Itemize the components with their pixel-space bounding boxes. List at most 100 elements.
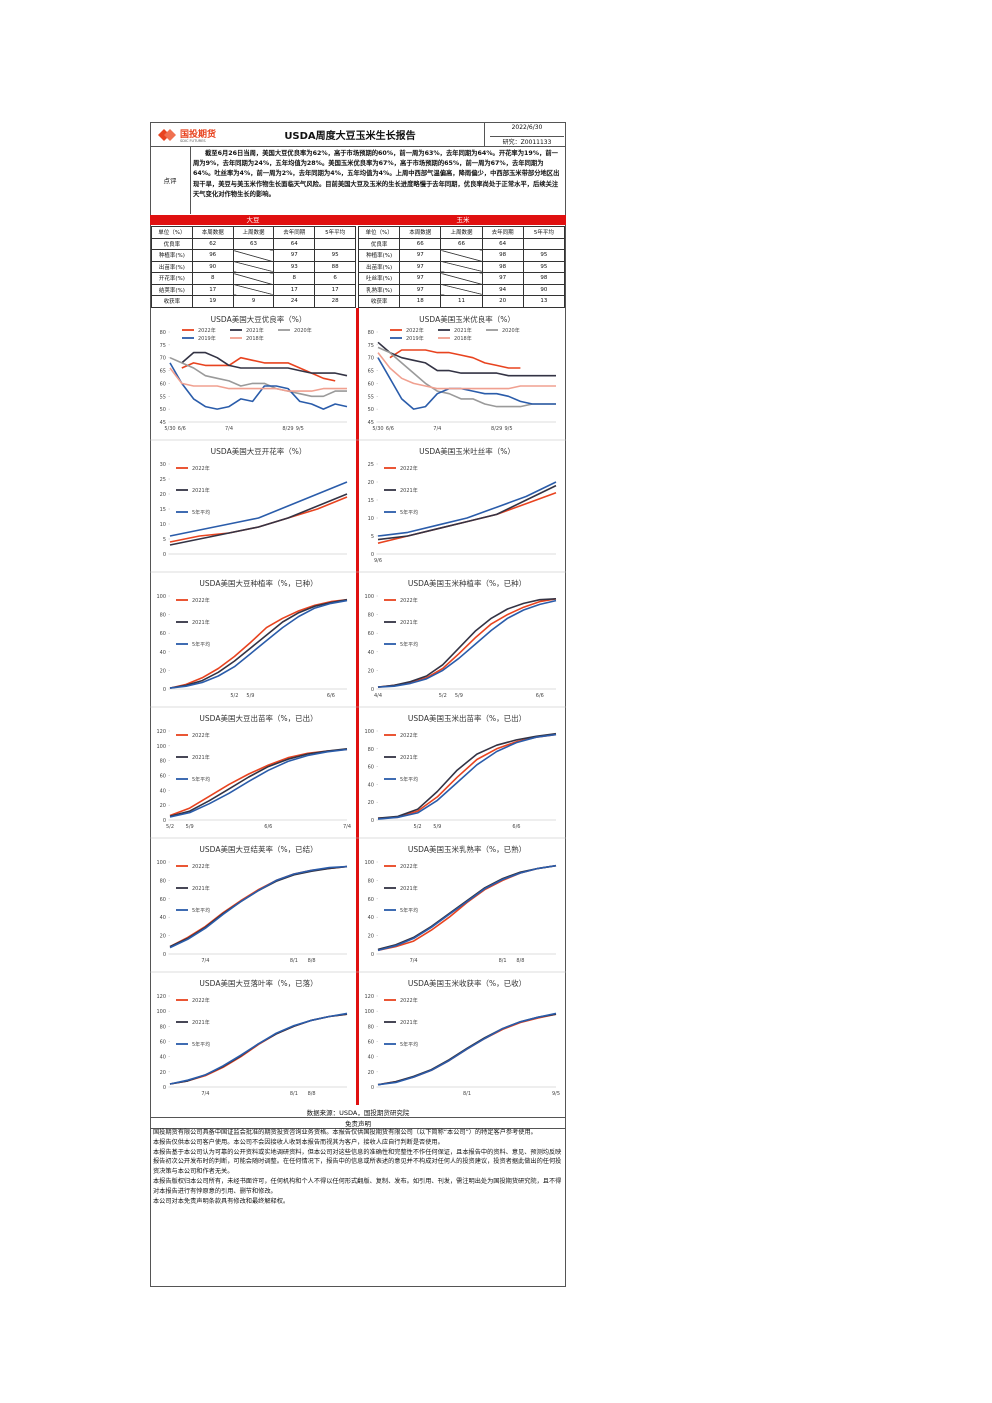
report-title: USDA周度大豆玉米生长报告: [284, 131, 416, 142]
x-tick-label: 8/1: [290, 1091, 298, 1097]
series-line: [169, 356, 347, 398]
row-label: 优良率: [357, 237, 401, 250]
legend-label: 2019年: [198, 335, 216, 342]
series-line: [169, 865, 348, 949]
value-cell: 13: [522, 295, 566, 308]
x-tick-label: 6/6: [536, 693, 544, 699]
y-tick-label: 10: [368, 516, 374, 522]
y-tick-label: 100: [156, 594, 166, 600]
summary-text: 截至6月26日当周，美国大豆优良率为62%，高于市场预期的60%，前一周为63%…: [193, 150, 560, 198]
y-tick-label: 60: [160, 1040, 166, 1046]
legend-label: 5年平均: [400, 1041, 418, 1048]
y-tick-label: 60: [368, 765, 374, 771]
y-tick-label: 80: [160, 613, 166, 619]
table-row: 结荚率(%) 17 17 17: [151, 283, 356, 296]
series-line: [169, 481, 348, 537]
summary-label: 点评: [150, 146, 191, 214]
legend-label: 2022年: [192, 465, 210, 472]
legend-label: 2022年: [400, 997, 418, 1004]
analyst: 研究：Z0011133: [490, 136, 564, 146]
legend-label: 5年平均: [192, 907, 210, 914]
legend-label: 5年平均: [400, 641, 418, 648]
x-tick-label: 9/5: [552, 1091, 560, 1097]
series-line: [377, 341, 556, 377]
legend-label: 2021年: [192, 754, 210, 761]
disclaimer-paragraph: 国投期货有限公司具备中国证监会批准的期货投资咨询业务资格。本报告仅供国投期货有限…: [153, 1129, 537, 1136]
y-tick-label: 100: [156, 1009, 166, 1015]
y-tick-label: 80: [368, 613, 374, 619]
x-tick-label: 8/8: [308, 1091, 316, 1097]
y-tick-label: 0: [371, 552, 374, 558]
y-tick-label: 60: [368, 1040, 374, 1046]
logo-text: 国投期货: [180, 130, 217, 140]
y-tick-label: 20: [368, 480, 374, 486]
disclaimer-paragraph: 本报告版权归本公司所有，未经书面许可，任何机构和个人不得以任何形式翻版、复制、发…: [153, 1177, 562, 1195]
y-tick-label: 50: [160, 407, 166, 413]
y-tick-label: 0: [163, 552, 166, 558]
x-tick-label: 7/4: [201, 1091, 209, 1097]
y-tick-label: 20: [368, 668, 374, 674]
y-tick-label: 80: [160, 330, 166, 336]
legend-label: 2021年: [400, 885, 418, 892]
y-tick-label: 60: [160, 381, 166, 387]
x-tick-label: 5/30: [372, 426, 383, 432]
data-source: 数据来源：USDA，国投期货研究院: [306, 1109, 410, 1117]
header-right: [484, 122, 567, 146]
y-tick-label: 100: [364, 860, 374, 866]
legend-label: 2022年: [400, 863, 418, 870]
y-tick-label: 65: [160, 369, 166, 375]
legend-label: 2021年: [192, 1019, 210, 1026]
series-line: [377, 352, 556, 390]
y-tick-label: 80: [160, 1024, 166, 1030]
legend-label: 2022年: [192, 997, 210, 1004]
legend-label: 5年平均: [192, 776, 210, 783]
y-tick-label: 40: [368, 650, 374, 656]
y-tick-label: 40: [368, 1055, 374, 1061]
y-tick-label: 55: [368, 394, 374, 400]
legend-label: 5年平均: [400, 907, 418, 914]
legend-label: 2018年: [454, 335, 472, 342]
y-tick-label: 60: [368, 897, 374, 903]
legend-label: 2022年: [192, 863, 210, 870]
x-tick-label: 6/6: [178, 426, 186, 432]
y-tick-label: 0: [163, 818, 166, 824]
y-tick-label: 60: [368, 631, 374, 637]
series-line: [377, 357, 556, 410]
y-tick-label: 60: [160, 631, 166, 637]
legend-label: 5年平均: [400, 509, 418, 516]
table-row: 开花率(%) 8 8 6: [151, 272, 356, 285]
data-table: 单位（%） 本周数据 上周数据 去年同期 5年平均 优良率 62 63 64 种植率(%) 96 97…: [151, 226, 356, 308]
series-line: [169, 493, 348, 546]
table-row: 收获率 18 11 20 13: [357, 295, 566, 308]
series-line: [169, 496, 348, 543]
x-tick-label: 7/4: [225, 426, 233, 432]
logo-en: SDIC FUTURES: [180, 139, 206, 143]
y-tick-label: 60: [160, 774, 166, 780]
y-tick-label: 25: [368, 462, 374, 468]
series-line: [169, 598, 348, 689]
legend-label: 2020年: [502, 327, 520, 334]
y-tick-label: 120: [364, 994, 374, 1000]
legend-label: 2020年: [294, 327, 312, 334]
header-cell: 5年平均: [314, 226, 356, 239]
y-tick-label: 120: [156, 729, 166, 735]
value-cell: 18: [399, 295, 442, 308]
y-tick-label: 20: [368, 800, 374, 806]
y-tick-label: 15: [368, 498, 374, 504]
y-tick-label: 100: [364, 594, 374, 600]
x-tick-label: 6/6: [512, 824, 520, 830]
logo-icon: [158, 129, 176, 141]
x-tick-label: 8/1: [499, 958, 507, 964]
x-tick-label: 5/30: [164, 426, 175, 432]
y-tick-label: 20: [160, 934, 166, 940]
chart-title: USDA美国玉米吐丝率（%）: [419, 446, 515, 456]
legend-label: 5年平均: [192, 1041, 210, 1048]
y-tick-label: 15: [160, 507, 166, 513]
legend-label: 2022年: [192, 597, 210, 604]
y-tick-label: 20: [368, 934, 374, 940]
y-tick-label: 45: [368, 420, 374, 426]
legend-label: 2022年: [406, 327, 424, 334]
disclaimer-paragraph: 本报告基于本公司认为可靠的公开资料或实地调研资料，但本公司对这些信息的准确性和完…: [153, 1148, 562, 1176]
value-cell: 20: [481, 295, 524, 308]
empty-cell: [314, 237, 356, 250]
